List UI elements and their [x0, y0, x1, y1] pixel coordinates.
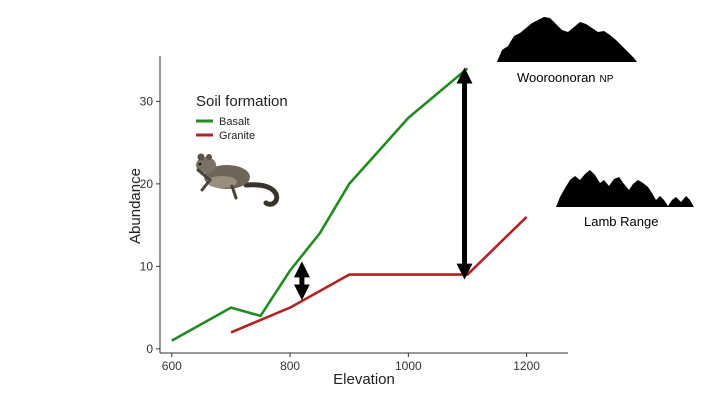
- x-tick-label: 1000: [395, 359, 422, 373]
- x-tick-label: 600: [162, 359, 182, 373]
- x-tick-label: 1200: [513, 359, 540, 373]
- legend-title: Soil formation: [196, 93, 288, 110]
- wooroonoran-label: Wooroonoran: [517, 70, 596, 85]
- possum-icon: [196, 153, 280, 207]
- x-tick-label: 800: [280, 359, 300, 373]
- mountain-silhouette-icon: [497, 17, 637, 62]
- wooroonoran-np-label: NP: [600, 74, 614, 85]
- lamb-range-annotation: Lamb Range: [556, 170, 694, 229]
- y-tick-label: 20: [140, 177, 154, 191]
- series-line-granite: [230, 215, 528, 334]
- y-axis-label: Abundance: [127, 168, 144, 244]
- series-layer: [171, 67, 528, 342]
- series-line-basalt: [171, 67, 469, 342]
- axis-ticks: 600 800 1000 1200 0 10 20 30: [140, 94, 541, 373]
- difference-arrows: [293, 67, 473, 301]
- lamb-range-label: Lamb Range: [584, 214, 658, 229]
- legend: Soil formation Basalt Granite: [196, 93, 288, 142]
- y-tick-label: 10: [140, 259, 154, 273]
- mountain-silhouette-icon: [556, 170, 694, 207]
- y-tick-label: 0: [146, 342, 153, 356]
- wooroonoran-annotation: Wooroonoran NP: [497, 17, 637, 85]
- legend-label-basalt: Basalt: [219, 116, 250, 128]
- legend-label-granite: Granite: [219, 130, 255, 142]
- x-axis-label: Elevation: [333, 371, 395, 388]
- y-tick-label: 30: [140, 94, 154, 108]
